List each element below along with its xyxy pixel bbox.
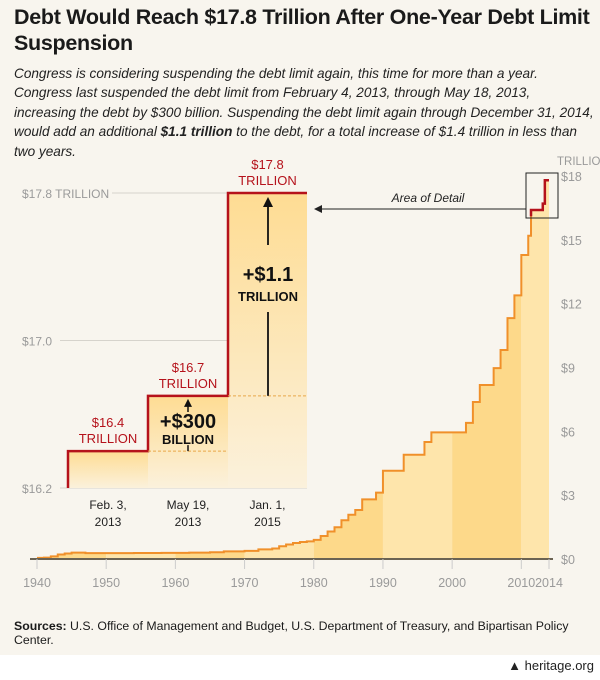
inset-y-tick-label: $17.0 [22, 335, 52, 349]
category-label: May 19, [167, 498, 210, 512]
x-tick-label: 1940 [23, 576, 51, 590]
arrow-up-icon [263, 197, 273, 207]
x-tick-label: 2010 [507, 576, 535, 590]
y-unit-label: TRILLION [557, 156, 600, 168]
decade-band-1990 [382, 180, 453, 559]
sources-label: Sources: [14, 619, 67, 633]
debt-limit-line [37, 216, 533, 559]
y-tick-label: $15 [561, 234, 582, 248]
decade-band-2010 [521, 180, 549, 559]
x-tick-label: 1990 [369, 576, 397, 590]
y-tick-label: $9 [561, 362, 575, 376]
value-label: $17.8 [251, 157, 284, 172]
y-tick-label: $3 [561, 489, 575, 503]
x-tick-label: 1950 [92, 576, 120, 590]
value-label: $16.7 [172, 360, 205, 375]
increase-label: +$1.1 [243, 264, 294, 286]
inset-bar-0 [68, 451, 148, 488]
x-tick-label: 2014 [535, 576, 563, 590]
heritage-logo[interactable]: ▲ heritage.org [508, 658, 594, 673]
sources-note: Sources: U.S. Office of Management and B… [14, 619, 600, 647]
y-tick-label: $12 [561, 298, 582, 312]
decade-band-1980 [313, 180, 383, 559]
y-tick-label: $18 [561, 170, 582, 184]
increase-label: +$300 [160, 411, 216, 433]
inset-y-tick-label: $17.8 TRILLION [22, 187, 109, 201]
category-year-label: 2013 [95, 515, 122, 529]
category-year-label: 2015 [254, 515, 281, 529]
x-tick-label: 1980 [300, 576, 328, 590]
value-unit-label: TRILLION [79, 431, 138, 446]
value-unit-label: TRILLION [159, 376, 218, 391]
detail-label: Area of Detail [391, 191, 465, 205]
sources-text: U.S. Office of Management and Budget, U.… [14, 619, 569, 647]
chart-subtitle: Congress is considering suspending the d… [14, 64, 594, 161]
category-year-label: 2013 [175, 515, 202, 529]
increase-unit-label: BILLION [162, 432, 214, 447]
category-label: Feb. 3, [89, 498, 126, 512]
x-tick-label: 2000 [438, 576, 466, 590]
recent-limit-line [529, 179, 549, 217]
logo-text: heritage.org [524, 658, 594, 673]
detail-box [525, 172, 559, 219]
arrow-head-icon [314, 205, 322, 213]
y-tick-label: $6 [561, 425, 575, 439]
arrow-up-icon [184, 398, 192, 407]
x-tick-label: 1970 [231, 576, 259, 590]
inset-limit-line [66, 191, 307, 488]
subtitle-text-end: to the debt, for a total increase of $1.… [14, 124, 577, 159]
chart-title: Debt Would Reach $17.8 Trillion After On… [14, 5, 590, 55]
category-label: Jan. 1, [249, 498, 285, 512]
increase-unit-label: TRILLION [238, 289, 298, 304]
value-unit-label: TRILLION [238, 173, 297, 188]
x-tick-label: 1960 [161, 576, 189, 590]
value-label: $16.4 [92, 415, 125, 430]
inset-y-tick-label: $16.2 [22, 482, 52, 496]
liberty-bell-icon: ▲ [508, 658, 521, 673]
decade-band-2000 [452, 180, 522, 559]
y-tick-label: $0 [561, 553, 575, 567]
subtitle-text: Congress is considering suspending the d… [14, 66, 594, 140]
subtitle-bold: $1.1 trillion [160, 124, 233, 140]
